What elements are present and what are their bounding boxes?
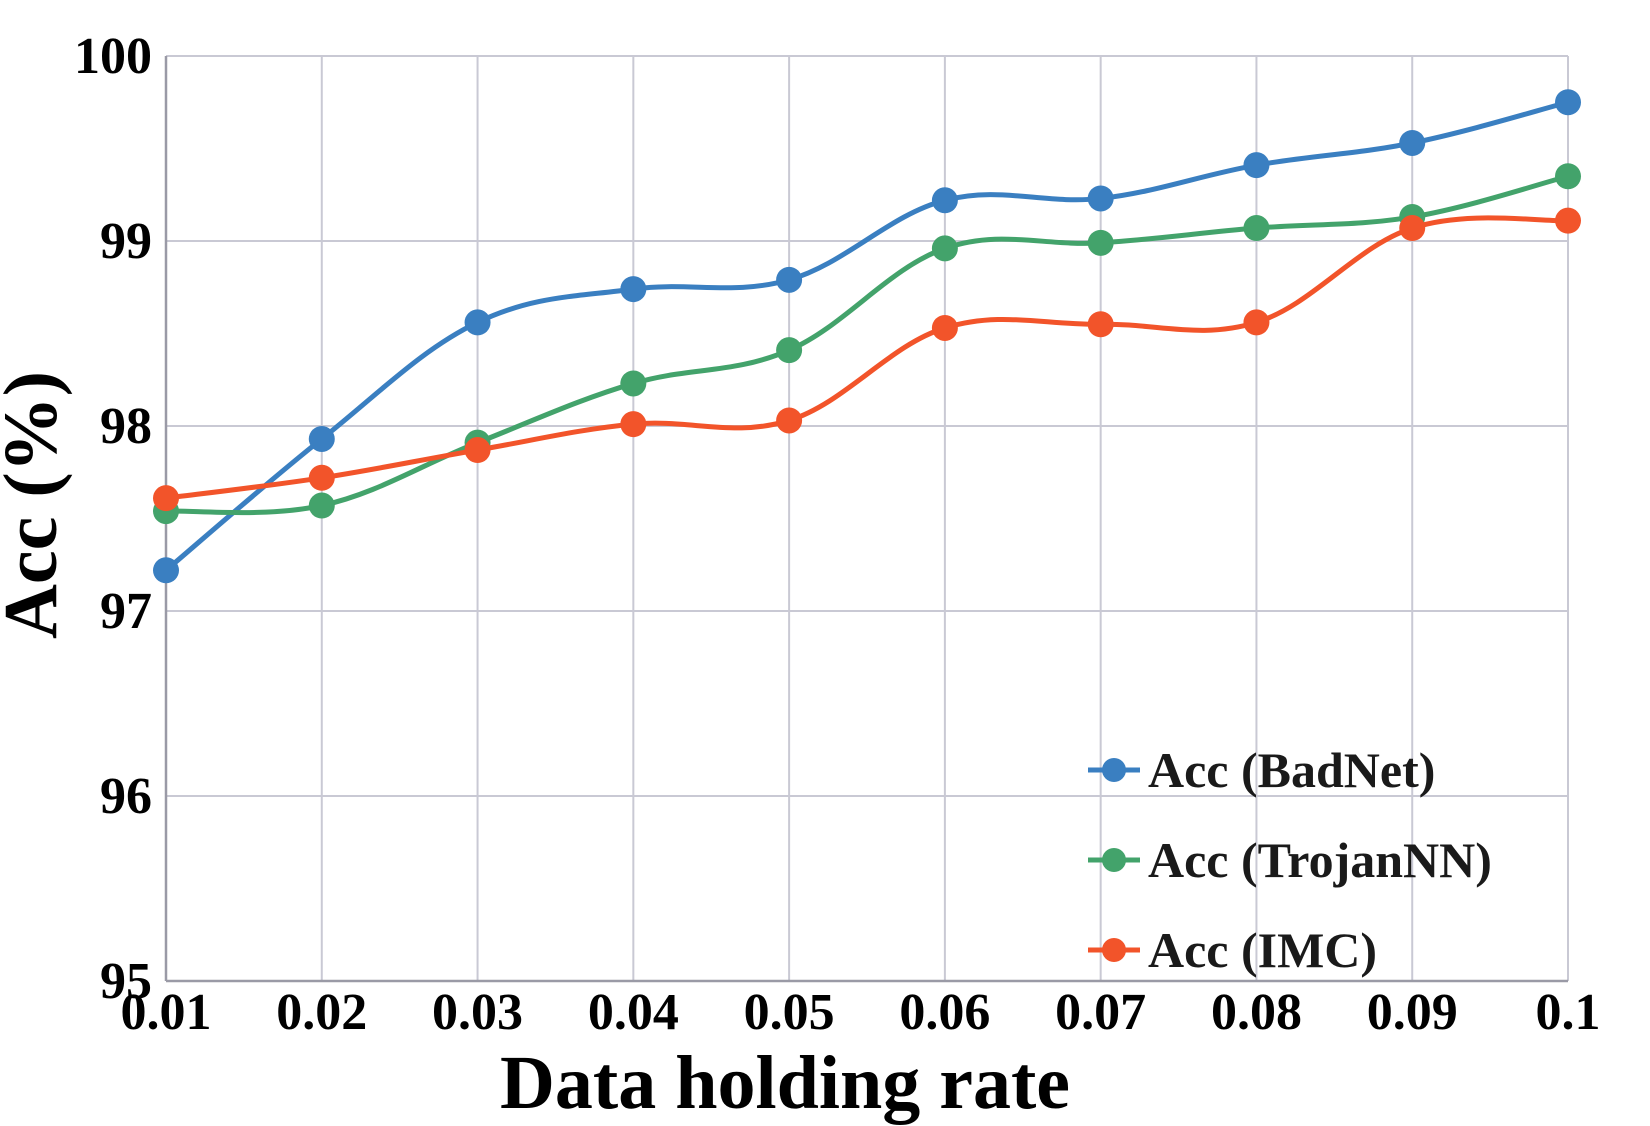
data-point [308,492,335,519]
y-tick-label: 98 [100,398,152,455]
y-tick-label: 99 [100,213,152,270]
legend-item-1: Acc (TrojanNN) [1088,832,1492,888]
data-point [1243,215,1270,242]
data-point [1555,163,1581,190]
legend-swatch-marker [1102,848,1126,872]
legend-swatch-marker [1102,938,1126,962]
data-point [464,437,491,464]
y-tick-label: 95 [100,953,152,1010]
legend-item-0: Acc (BadNet) [1088,742,1435,798]
data-point [776,407,803,434]
x-tick-label: 0.08 [1211,984,1302,1041]
x-tick-label: 0.03 [432,984,523,1041]
data-point [1555,207,1581,234]
data-point [1399,129,1426,156]
data-point [1087,185,1114,212]
data-point [620,370,647,397]
data-point [464,309,491,336]
data-point [931,187,958,214]
data-point [776,337,803,364]
data-point [153,557,179,584]
data-point [931,235,958,262]
tick-labels: 95 96 97 98 99 100 0.01 0.02 0.03 0.04 0.05 0.06 0.0… [74,28,1601,1041]
x-tick-label: 0.01 [121,984,212,1041]
x-tick-label: 0.07 [1055,984,1146,1041]
series-0 [153,89,1581,584]
y-tick-label: 97 [100,583,152,640]
series-2 [153,207,1581,512]
data-point [1087,311,1114,338]
series-group [153,89,1581,584]
data-point [308,425,335,452]
series-line [165,215,1569,501]
y-axis-title: Acc (%) [0,371,73,639]
data-point [1399,215,1426,242]
legend-label: Acc (BadNet) [1148,742,1435,798]
data-point [620,276,647,303]
legend-label: Acc (TrojanNN) [1148,832,1492,888]
x-tick-label: 0.1 [1536,984,1601,1041]
series-line [165,173,1569,516]
data-point [308,464,335,491]
x-tick-label: 0.06 [899,984,990,1041]
series-line [164,99,1569,573]
data-point [620,411,647,438]
x-tick-label: 0.09 [1367,984,1458,1041]
data-point [1243,309,1270,336]
y-tick-label: 96 [100,768,152,825]
legend-label: Acc (IMC) [1148,922,1377,978]
y-tick-label: 100 [74,28,152,85]
legend-swatch-marker [1102,758,1126,782]
data-point [931,314,958,341]
data-point [776,266,803,293]
data-point [1555,89,1581,116]
data-point [1087,229,1114,256]
x-tick-label: 0.04 [588,984,679,1041]
series-1 [153,163,1581,525]
x-tick-label: 0.02 [276,984,367,1041]
legend: Acc (BadNet) Acc (TrojanNN) Acc (IMC) [1088,742,1492,978]
legend-item-2: Acc (IMC) [1088,922,1377,978]
x-axis-title: Data holding rate [500,1041,1070,1125]
x-tick-label: 0.05 [744,984,835,1041]
data-point [153,485,179,512]
data-point [1243,152,1270,179]
